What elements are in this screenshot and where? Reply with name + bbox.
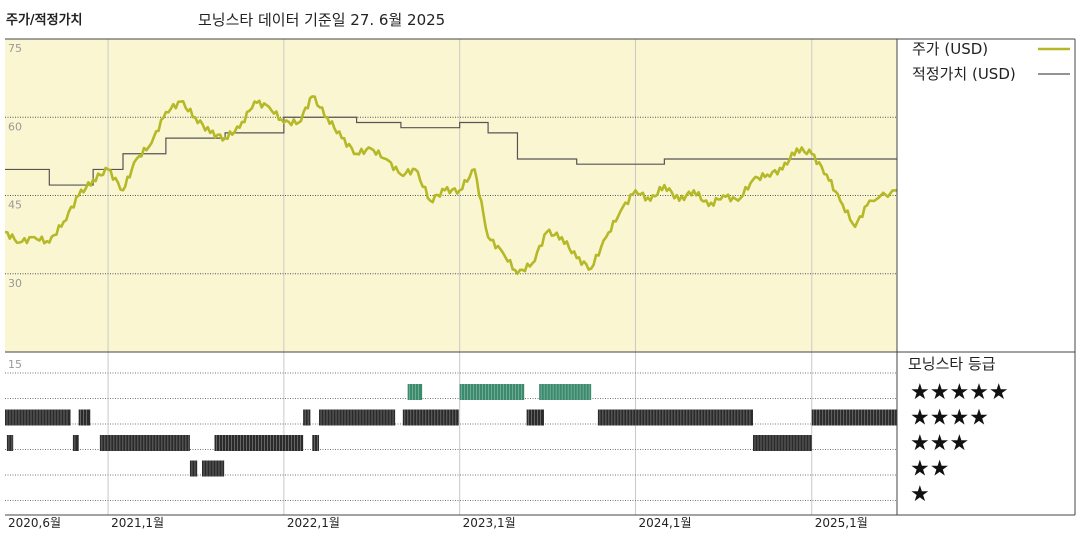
legend-area — [897, 39, 1075, 515]
rating-bar-2-star — [201, 460, 225, 477]
rating-stars-1: ★ — [910, 482, 930, 507]
y-tick-label: 30 — [8, 277, 22, 290]
rating-bar-4-star — [319, 409, 396, 426]
x-tick-label: 2021,1월 — [111, 516, 164, 530]
x-tick-label: 2022,1월 — [287, 516, 340, 530]
x-tick-label: 2025,1월 — [815, 516, 868, 530]
rating-stars-4: ★★★★ — [910, 406, 989, 431]
y-tick-label: 45 — [8, 199, 22, 212]
rating-legend-title: 모닝스타 등급 — [908, 355, 996, 373]
rating-bar-4-star — [5, 409, 71, 426]
chart-title: 주가/적정가치 — [6, 13, 83, 28]
rating-bar-3-star — [752, 435, 812, 451]
y-tick-label: 75 — [8, 42, 22, 55]
y-tick-label: 60 — [8, 120, 22, 133]
rating-bar-2-star — [189, 460, 198, 477]
x-tick-label: 2020,6월 — [8, 516, 61, 530]
rating-bar-4-star — [811, 409, 897, 426]
rating-bar-3-star — [99, 435, 190, 451]
rating-bar-4-star — [303, 409, 311, 426]
rating-bar-4-star — [597, 409, 753, 426]
rating-bar-4-star — [78, 409, 91, 426]
legend-price-label: 주가 (USD) — [912, 40, 988, 58]
rating-bar-3-star — [312, 435, 320, 451]
rating-plot-area — [5, 352, 897, 515]
rating-bar-3-star — [6, 435, 14, 451]
rating-bar-4-star — [526, 409, 544, 426]
rating-bar-5-star — [407, 384, 423, 400]
price-line — [4, 95, 898, 276]
legend-fair-value-label: 적정가치 (USD) — [912, 65, 1016, 83]
rating-bar-5-star — [539, 384, 592, 400]
x-tick-label: 2023,1월 — [463, 516, 516, 530]
rating-stars-3: ★★★ — [910, 431, 969, 456]
data-date-subtitle: 모닝스타 데이터 기준일 27. 6월 2025 — [198, 11, 446, 29]
rating-bar-3-star — [72, 435, 79, 451]
x-tick-label: 2024,1월 — [638, 516, 691, 530]
rating-bar-3-star — [214, 435, 304, 451]
rating-axis-label: 15 — [8, 358, 22, 371]
rating-bar-4-star — [402, 409, 459, 426]
rating-stars-2: ★★ — [910, 457, 949, 482]
rating-stars-5: ★★★★★ — [910, 380, 1009, 405]
rating-bar-5-star — [459, 384, 525, 400]
